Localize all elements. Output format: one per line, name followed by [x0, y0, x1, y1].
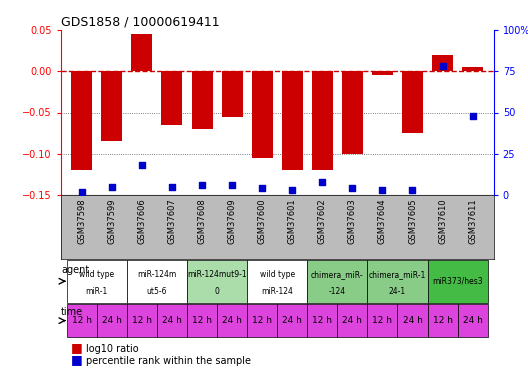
- Text: 24 h: 24 h: [102, 316, 122, 325]
- Bar: [157, 304, 187, 337]
- Text: 24 h: 24 h: [282, 316, 302, 325]
- Text: 12 h: 12 h: [432, 316, 452, 325]
- Text: GSM37606: GSM37606: [137, 198, 146, 244]
- Text: miR373/hes3: miR373/hes3: [432, 277, 483, 286]
- Point: [168, 184, 176, 190]
- Text: miR-124m: miR-124m: [137, 270, 176, 279]
- Text: GDS1858 / 10000619411: GDS1858 / 10000619411: [61, 16, 219, 29]
- Bar: [71, 71, 92, 170]
- Text: GSM37600: GSM37600: [258, 198, 267, 244]
- Bar: [162, 71, 183, 125]
- Text: chimera_miR-1: chimera_miR-1: [369, 270, 426, 279]
- Text: GSM37599: GSM37599: [107, 198, 116, 244]
- Text: GSM37598: GSM37598: [77, 198, 86, 244]
- Text: GSM37608: GSM37608: [197, 198, 206, 244]
- Text: time: time: [61, 307, 83, 317]
- Bar: [222, 71, 243, 117]
- Bar: [428, 260, 488, 303]
- Bar: [372, 71, 393, 75]
- Bar: [337, 304, 367, 337]
- Bar: [192, 71, 213, 129]
- Text: 24 h: 24 h: [343, 316, 362, 325]
- Text: 12 h: 12 h: [72, 316, 92, 325]
- Bar: [307, 260, 367, 303]
- Text: wild type: wild type: [79, 270, 115, 279]
- Text: ■: ■: [71, 341, 83, 354]
- Text: 12 h: 12 h: [372, 316, 392, 325]
- Text: ■: ■: [71, 352, 83, 366]
- Bar: [367, 260, 428, 303]
- Text: 12 h: 12 h: [252, 316, 272, 325]
- Bar: [277, 304, 307, 337]
- Point: [258, 185, 267, 191]
- Point: [318, 179, 326, 185]
- Text: 24-1: 24-1: [389, 286, 406, 296]
- Bar: [127, 304, 157, 337]
- Point: [468, 113, 477, 119]
- Text: GSM37604: GSM37604: [378, 198, 387, 244]
- Text: GSM37601: GSM37601: [288, 198, 297, 244]
- Text: agent: agent: [61, 265, 89, 275]
- Bar: [398, 304, 428, 337]
- Text: 24 h: 24 h: [463, 316, 483, 325]
- Text: GSM37602: GSM37602: [318, 198, 327, 244]
- Bar: [217, 304, 247, 337]
- Bar: [127, 260, 187, 303]
- Text: 12 h: 12 h: [132, 316, 152, 325]
- Text: log10 ratio: log10 ratio: [86, 344, 139, 354]
- Text: percentile rank within the sample: percentile rank within the sample: [86, 356, 251, 366]
- Bar: [282, 71, 303, 170]
- Text: miR-124mut9-1: miR-124mut9-1: [187, 270, 247, 279]
- Text: GSM37609: GSM37609: [228, 198, 237, 244]
- Text: 0: 0: [214, 286, 220, 296]
- Text: 24 h: 24 h: [402, 316, 422, 325]
- Bar: [342, 71, 363, 154]
- Text: 12 h: 12 h: [312, 316, 332, 325]
- Text: GSM37610: GSM37610: [438, 198, 447, 244]
- Point: [78, 189, 86, 195]
- Text: GSM37607: GSM37607: [167, 198, 176, 244]
- Bar: [312, 71, 333, 170]
- Point: [228, 182, 237, 188]
- Text: miR-1: miR-1: [86, 286, 108, 296]
- Point: [378, 187, 386, 193]
- Point: [288, 187, 296, 193]
- Point: [408, 187, 417, 193]
- Point: [108, 184, 116, 190]
- Text: wild type: wild type: [260, 270, 295, 279]
- Bar: [247, 260, 307, 303]
- Point: [198, 182, 206, 188]
- Bar: [67, 304, 97, 337]
- Text: GSM37605: GSM37605: [408, 198, 417, 244]
- Text: GSM37603: GSM37603: [348, 198, 357, 244]
- Bar: [97, 304, 127, 337]
- Text: GSM37611: GSM37611: [468, 198, 477, 244]
- Bar: [307, 304, 337, 337]
- Text: 24 h: 24 h: [222, 316, 242, 325]
- Bar: [367, 304, 398, 337]
- Text: chimera_miR-: chimera_miR-: [311, 270, 364, 279]
- Bar: [458, 304, 488, 337]
- Text: ut5-6: ut5-6: [147, 286, 167, 296]
- Point: [348, 185, 356, 191]
- Bar: [247, 304, 277, 337]
- Bar: [462, 67, 483, 71]
- Point: [138, 162, 146, 168]
- Bar: [187, 304, 217, 337]
- Bar: [67, 260, 127, 303]
- Bar: [428, 304, 458, 337]
- Bar: [252, 71, 272, 158]
- Text: miR-124: miR-124: [261, 286, 293, 296]
- Bar: [101, 71, 122, 141]
- Bar: [402, 71, 423, 133]
- Text: -124: -124: [329, 286, 346, 296]
- Bar: [131, 34, 153, 71]
- Text: 24 h: 24 h: [162, 316, 182, 325]
- Bar: [187, 260, 247, 303]
- Point: [438, 63, 447, 69]
- Bar: [432, 55, 453, 71]
- Text: 12 h: 12 h: [192, 316, 212, 325]
